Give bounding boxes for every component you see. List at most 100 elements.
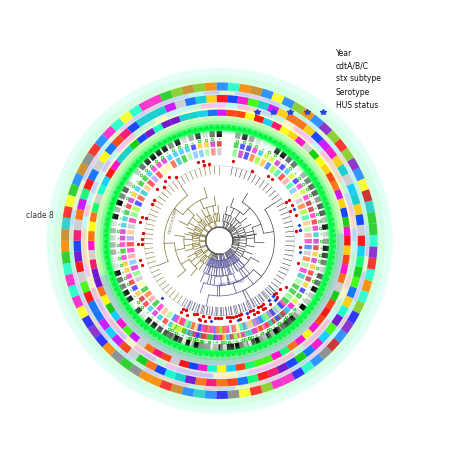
Wedge shape bbox=[334, 189, 343, 200]
Wedge shape bbox=[288, 302, 295, 309]
Wedge shape bbox=[285, 357, 298, 369]
Wedge shape bbox=[173, 94, 189, 101]
Wedge shape bbox=[289, 314, 297, 322]
Wedge shape bbox=[346, 183, 357, 195]
Wedge shape bbox=[210, 141, 215, 147]
Wedge shape bbox=[135, 290, 142, 297]
Wedge shape bbox=[149, 94, 163, 106]
Wedge shape bbox=[365, 200, 375, 213]
Wedge shape bbox=[242, 322, 249, 330]
Wedge shape bbox=[267, 367, 279, 378]
Wedge shape bbox=[173, 335, 180, 342]
Wedge shape bbox=[241, 331, 246, 338]
Wedge shape bbox=[292, 359, 308, 371]
Wedge shape bbox=[235, 324, 241, 332]
Wedge shape bbox=[149, 375, 163, 387]
Wedge shape bbox=[88, 143, 101, 157]
Wedge shape bbox=[140, 189, 148, 197]
Wedge shape bbox=[156, 325, 164, 333]
Wedge shape bbox=[344, 193, 352, 205]
Wedge shape bbox=[361, 189, 372, 202]
Wedge shape bbox=[268, 156, 275, 163]
Wedge shape bbox=[251, 318, 258, 326]
Wedge shape bbox=[223, 344, 228, 350]
Wedge shape bbox=[296, 183, 303, 190]
Wedge shape bbox=[161, 307, 169, 316]
Wedge shape bbox=[122, 216, 128, 222]
Wedge shape bbox=[174, 315, 181, 324]
Wedge shape bbox=[213, 334, 218, 340]
Wedge shape bbox=[281, 373, 295, 385]
Wedge shape bbox=[237, 105, 250, 111]
Wedge shape bbox=[98, 327, 110, 341]
Wedge shape bbox=[128, 253, 136, 259]
Wedge shape bbox=[347, 264, 355, 277]
Wedge shape bbox=[300, 171, 308, 179]
Wedge shape bbox=[188, 134, 194, 141]
Wedge shape bbox=[251, 328, 257, 334]
Wedge shape bbox=[226, 334, 231, 340]
Wedge shape bbox=[277, 312, 284, 319]
Wedge shape bbox=[232, 333, 238, 339]
Wedge shape bbox=[165, 163, 173, 171]
Wedge shape bbox=[269, 165, 276, 174]
Wedge shape bbox=[197, 143, 203, 149]
Wedge shape bbox=[204, 387, 219, 390]
Wedge shape bbox=[182, 387, 194, 397]
Wedge shape bbox=[246, 145, 252, 152]
Wedge shape bbox=[367, 257, 376, 270]
Wedge shape bbox=[262, 333, 269, 341]
Wedge shape bbox=[145, 104, 160, 114]
Wedge shape bbox=[254, 358, 264, 367]
Wedge shape bbox=[120, 242, 126, 247]
Wedge shape bbox=[145, 317, 153, 325]
Text: O26:H11/NM: O26:H11/NM bbox=[217, 276, 245, 285]
Wedge shape bbox=[198, 364, 208, 371]
Wedge shape bbox=[185, 375, 196, 384]
Wedge shape bbox=[226, 110, 236, 117]
Wedge shape bbox=[307, 270, 314, 276]
Wedge shape bbox=[88, 300, 99, 313]
Wedge shape bbox=[350, 252, 356, 265]
Wedge shape bbox=[184, 319, 191, 328]
Wedge shape bbox=[201, 343, 208, 350]
Wedge shape bbox=[282, 120, 295, 130]
Wedge shape bbox=[229, 325, 234, 333]
Wedge shape bbox=[119, 283, 127, 290]
Wedge shape bbox=[303, 345, 316, 357]
Wedge shape bbox=[285, 292, 293, 300]
Wedge shape bbox=[63, 263, 73, 276]
Wedge shape bbox=[145, 368, 160, 378]
Wedge shape bbox=[250, 94, 265, 101]
Wedge shape bbox=[319, 122, 332, 135]
Wedge shape bbox=[319, 266, 326, 273]
Wedge shape bbox=[108, 339, 121, 352]
Wedge shape bbox=[217, 110, 227, 116]
Wedge shape bbox=[313, 232, 319, 237]
Wedge shape bbox=[292, 126, 305, 137]
Wedge shape bbox=[264, 98, 280, 106]
Wedge shape bbox=[277, 301, 285, 309]
Wedge shape bbox=[195, 377, 207, 386]
Wedge shape bbox=[286, 317, 294, 325]
Wedge shape bbox=[301, 361, 315, 374]
Wedge shape bbox=[128, 364, 143, 377]
Wedge shape bbox=[316, 273, 324, 280]
Wedge shape bbox=[196, 332, 201, 339]
Wedge shape bbox=[334, 329, 347, 343]
Wedge shape bbox=[347, 310, 360, 324]
Wedge shape bbox=[319, 319, 330, 331]
Wedge shape bbox=[353, 266, 363, 278]
Wedge shape bbox=[249, 367, 262, 374]
Wedge shape bbox=[200, 333, 206, 339]
Wedge shape bbox=[215, 326, 219, 333]
Wedge shape bbox=[309, 321, 319, 333]
Wedge shape bbox=[274, 160, 281, 167]
Wedge shape bbox=[350, 216, 356, 229]
Wedge shape bbox=[255, 326, 261, 333]
Wedge shape bbox=[244, 330, 250, 337]
Wedge shape bbox=[156, 314, 164, 321]
Wedge shape bbox=[305, 239, 312, 244]
Wedge shape bbox=[101, 294, 111, 306]
Wedge shape bbox=[262, 118, 273, 127]
